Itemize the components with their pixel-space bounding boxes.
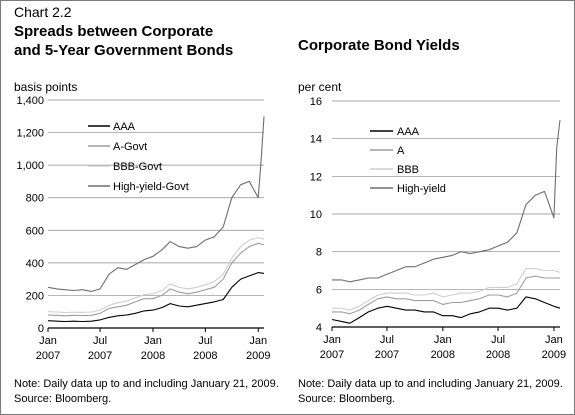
left-y-tick-label: 1,000 [16,160,44,172]
right-note: Note: Daily data up to and including Jan… [298,377,563,407]
right-x-tick-year: 2008 [431,349,455,361]
right-x-tick-label: Jan [434,334,452,346]
left-x-tick-year: 2008 [193,350,217,362]
left-unit-label: basis points [14,80,78,94]
right-x-tick-year: 2007 [375,349,399,361]
right-legend-label: BBB [397,164,419,176]
right-unit-label: per cent [298,80,342,94]
right-series-high-yield [332,119,561,283]
left-x-tick-label: Jul [93,335,107,347]
right-series-a [332,275,560,315]
left-y-tick-label: 200 [26,290,44,302]
left-legend-label: High-yield-Govt [113,181,189,193]
left-series-high-yield-govt [47,116,265,292]
right-yield-chart: 4 6 8 10 12 14 16 Jan 2007 Jul 2007 Jan 2008 Jul 2008 J… [310,96,566,361]
left-source-text: Source: Bloomberg. [14,393,112,405]
right-y-tick-label: 10 [310,209,322,221]
left-x-tick-year: 2009 [246,350,270,362]
left-x-tick-label: Jan [249,335,267,347]
right-y-tick-label: 8 [316,247,322,259]
left-series-aaa [47,272,265,323]
left-y-tick-label: 800 [26,193,44,205]
right-x-tick-label: Jan [323,334,341,346]
right-legend-label: A [397,145,405,157]
left-title-line-2: and 5-Year Government Bonds [14,42,234,59]
right-series-bbb [332,268,561,311]
left-series-a-govt [47,242,265,317]
right-y-tick-label: 4 [316,322,322,334]
left-series-bbb-govt [47,237,265,314]
left-chart-title: Spreads between Corporate and 5-Year Gov… [14,22,233,60]
left-note: Note: Daily data up to and including Jan… [14,377,279,407]
left-y-tick-label: 600 [26,225,44,237]
right-y-tick-label: 16 [310,96,322,108]
right-source-text: Source: Bloomberg. [298,393,396,405]
left-x-tick-label: Jan [39,335,57,347]
left-note-text: Note: Daily data up to and including Jan… [14,378,279,390]
right-legend-label: AAA [397,126,420,138]
chart-number: Chart 2.2 [14,4,72,20]
right-chart-title: Corporate Bond Yields [298,36,460,55]
right-y-tick-label: 6 [316,284,322,296]
left-x-tick-year: 2007 [88,350,112,362]
left-x-tick-label: Jul [198,335,212,347]
left-legend-label: A-Govt [113,141,147,153]
left-y-tick-label: 1,200 [16,128,44,140]
right-title-line-1: Corporate Bond Yields [298,37,460,54]
left-x-tick-year: 2008 [141,350,165,362]
right-x-tick-year: 2009 [542,349,566,361]
right-x-tick-label: Jul [380,334,394,346]
right-x-tick-year: 2007 [320,349,344,361]
left-legend-label: BBB-Govt [113,161,162,173]
left-y-tick-label: 1,400 [16,95,44,107]
left-legend-label: AAA [113,121,136,133]
left-x-tick-year: 2007 [36,350,60,362]
left-x-tick-label: Jan [144,335,162,347]
left-y-tick-label: 0 [38,323,44,335]
right-y-tick-label: 12 [310,171,322,183]
right-x-tick-year: 2008 [486,349,510,361]
right-legend-label: High-yield [397,183,446,195]
right-series-aaa [331,296,561,324]
right-x-tick-label: Jul [491,334,505,346]
right-x-tick-label: Jan [545,334,563,346]
left-y-tick-label: 400 [26,258,44,270]
right-note-text: Note: Daily data up to and including Jan… [298,378,563,390]
left-spread-chart: 0 200 400 600 800 1,000 1,200 1,400 Jan 2007 Jul 20… [16,95,270,362]
left-title-line-1: Spreads between Corporate [14,23,214,40]
right-y-tick-label: 14 [310,134,322,146]
